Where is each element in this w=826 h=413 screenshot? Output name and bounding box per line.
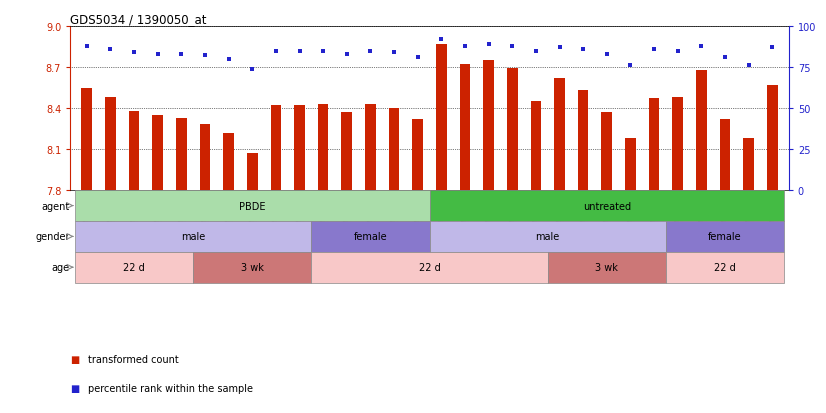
Bar: [767, 85, 777, 191]
Bar: [365, 104, 376, 191]
Text: transformed count: transformed count: [88, 354, 179, 364]
Text: 22 d: 22 d: [714, 263, 736, 273]
Text: male: male: [181, 232, 205, 242]
Bar: [530, 102, 541, 191]
Bar: [666, 221, 784, 252]
Point: [529, 48, 543, 55]
Point: [127, 50, 140, 56]
Bar: [318, 104, 329, 191]
Bar: [75, 221, 311, 252]
Text: gender: gender: [35, 232, 69, 242]
Point: [387, 50, 401, 56]
Bar: [548, 252, 666, 283]
Text: age: age: [51, 263, 69, 273]
Bar: [507, 69, 518, 191]
Bar: [743, 139, 754, 191]
Bar: [648, 99, 659, 191]
Point: [434, 37, 448, 43]
Bar: [719, 120, 730, 191]
Point: [175, 51, 188, 58]
Bar: [459, 65, 470, 191]
Bar: [176, 119, 187, 191]
Bar: [75, 191, 430, 221]
Bar: [672, 98, 683, 191]
Bar: [294, 106, 305, 191]
Text: untreated: untreated: [583, 201, 631, 211]
Bar: [271, 106, 281, 191]
Point: [601, 51, 614, 58]
Bar: [483, 61, 494, 191]
Point: [245, 66, 259, 73]
Bar: [341, 113, 352, 191]
Bar: [129, 112, 140, 191]
Bar: [601, 113, 612, 191]
Point: [648, 47, 661, 53]
Point: [198, 53, 211, 59]
Point: [316, 48, 330, 55]
Bar: [389, 109, 400, 191]
Bar: [412, 120, 423, 191]
Point: [363, 48, 377, 55]
Bar: [625, 139, 636, 191]
Point: [553, 45, 566, 52]
Bar: [82, 88, 92, 191]
Point: [340, 51, 354, 58]
Bar: [430, 221, 666, 252]
Point: [624, 63, 637, 69]
Text: female: female: [354, 232, 387, 242]
Bar: [223, 133, 234, 191]
Bar: [578, 91, 588, 191]
Text: GDS5034 / 1390050_at: GDS5034 / 1390050_at: [70, 13, 206, 26]
Point: [269, 48, 282, 55]
Point: [695, 43, 708, 50]
Point: [766, 45, 779, 52]
Bar: [75, 252, 193, 283]
Point: [482, 42, 496, 48]
Text: PBDE: PBDE: [239, 201, 265, 211]
Point: [222, 56, 235, 63]
Text: 22 d: 22 d: [419, 263, 440, 273]
Text: 22 d: 22 d: [123, 263, 145, 273]
Point: [577, 47, 590, 53]
Bar: [311, 221, 430, 252]
Point: [80, 43, 93, 50]
Point: [104, 47, 117, 53]
Text: 3 wk: 3 wk: [241, 263, 263, 273]
Point: [671, 48, 684, 55]
Point: [719, 55, 732, 61]
Text: 3 wk: 3 wk: [596, 263, 618, 273]
Point: [506, 43, 519, 50]
Point: [458, 43, 472, 50]
Point: [151, 51, 164, 58]
Bar: [152, 116, 163, 191]
Bar: [436, 45, 447, 191]
Text: ■: ■: [70, 383, 79, 393]
Point: [411, 55, 425, 61]
Bar: [105, 98, 116, 191]
Bar: [554, 79, 565, 191]
Point: [293, 48, 306, 55]
Point: [742, 63, 755, 69]
Bar: [311, 252, 548, 283]
Text: male: male: [535, 232, 560, 242]
Text: female: female: [708, 232, 742, 242]
Text: agent: agent: [41, 201, 69, 211]
Bar: [247, 154, 258, 191]
Bar: [666, 252, 784, 283]
Bar: [200, 125, 211, 191]
Text: ■: ■: [70, 354, 79, 364]
Bar: [696, 71, 707, 191]
Text: percentile rank within the sample: percentile rank within the sample: [88, 383, 254, 393]
Bar: [193, 252, 311, 283]
Bar: [430, 191, 784, 221]
